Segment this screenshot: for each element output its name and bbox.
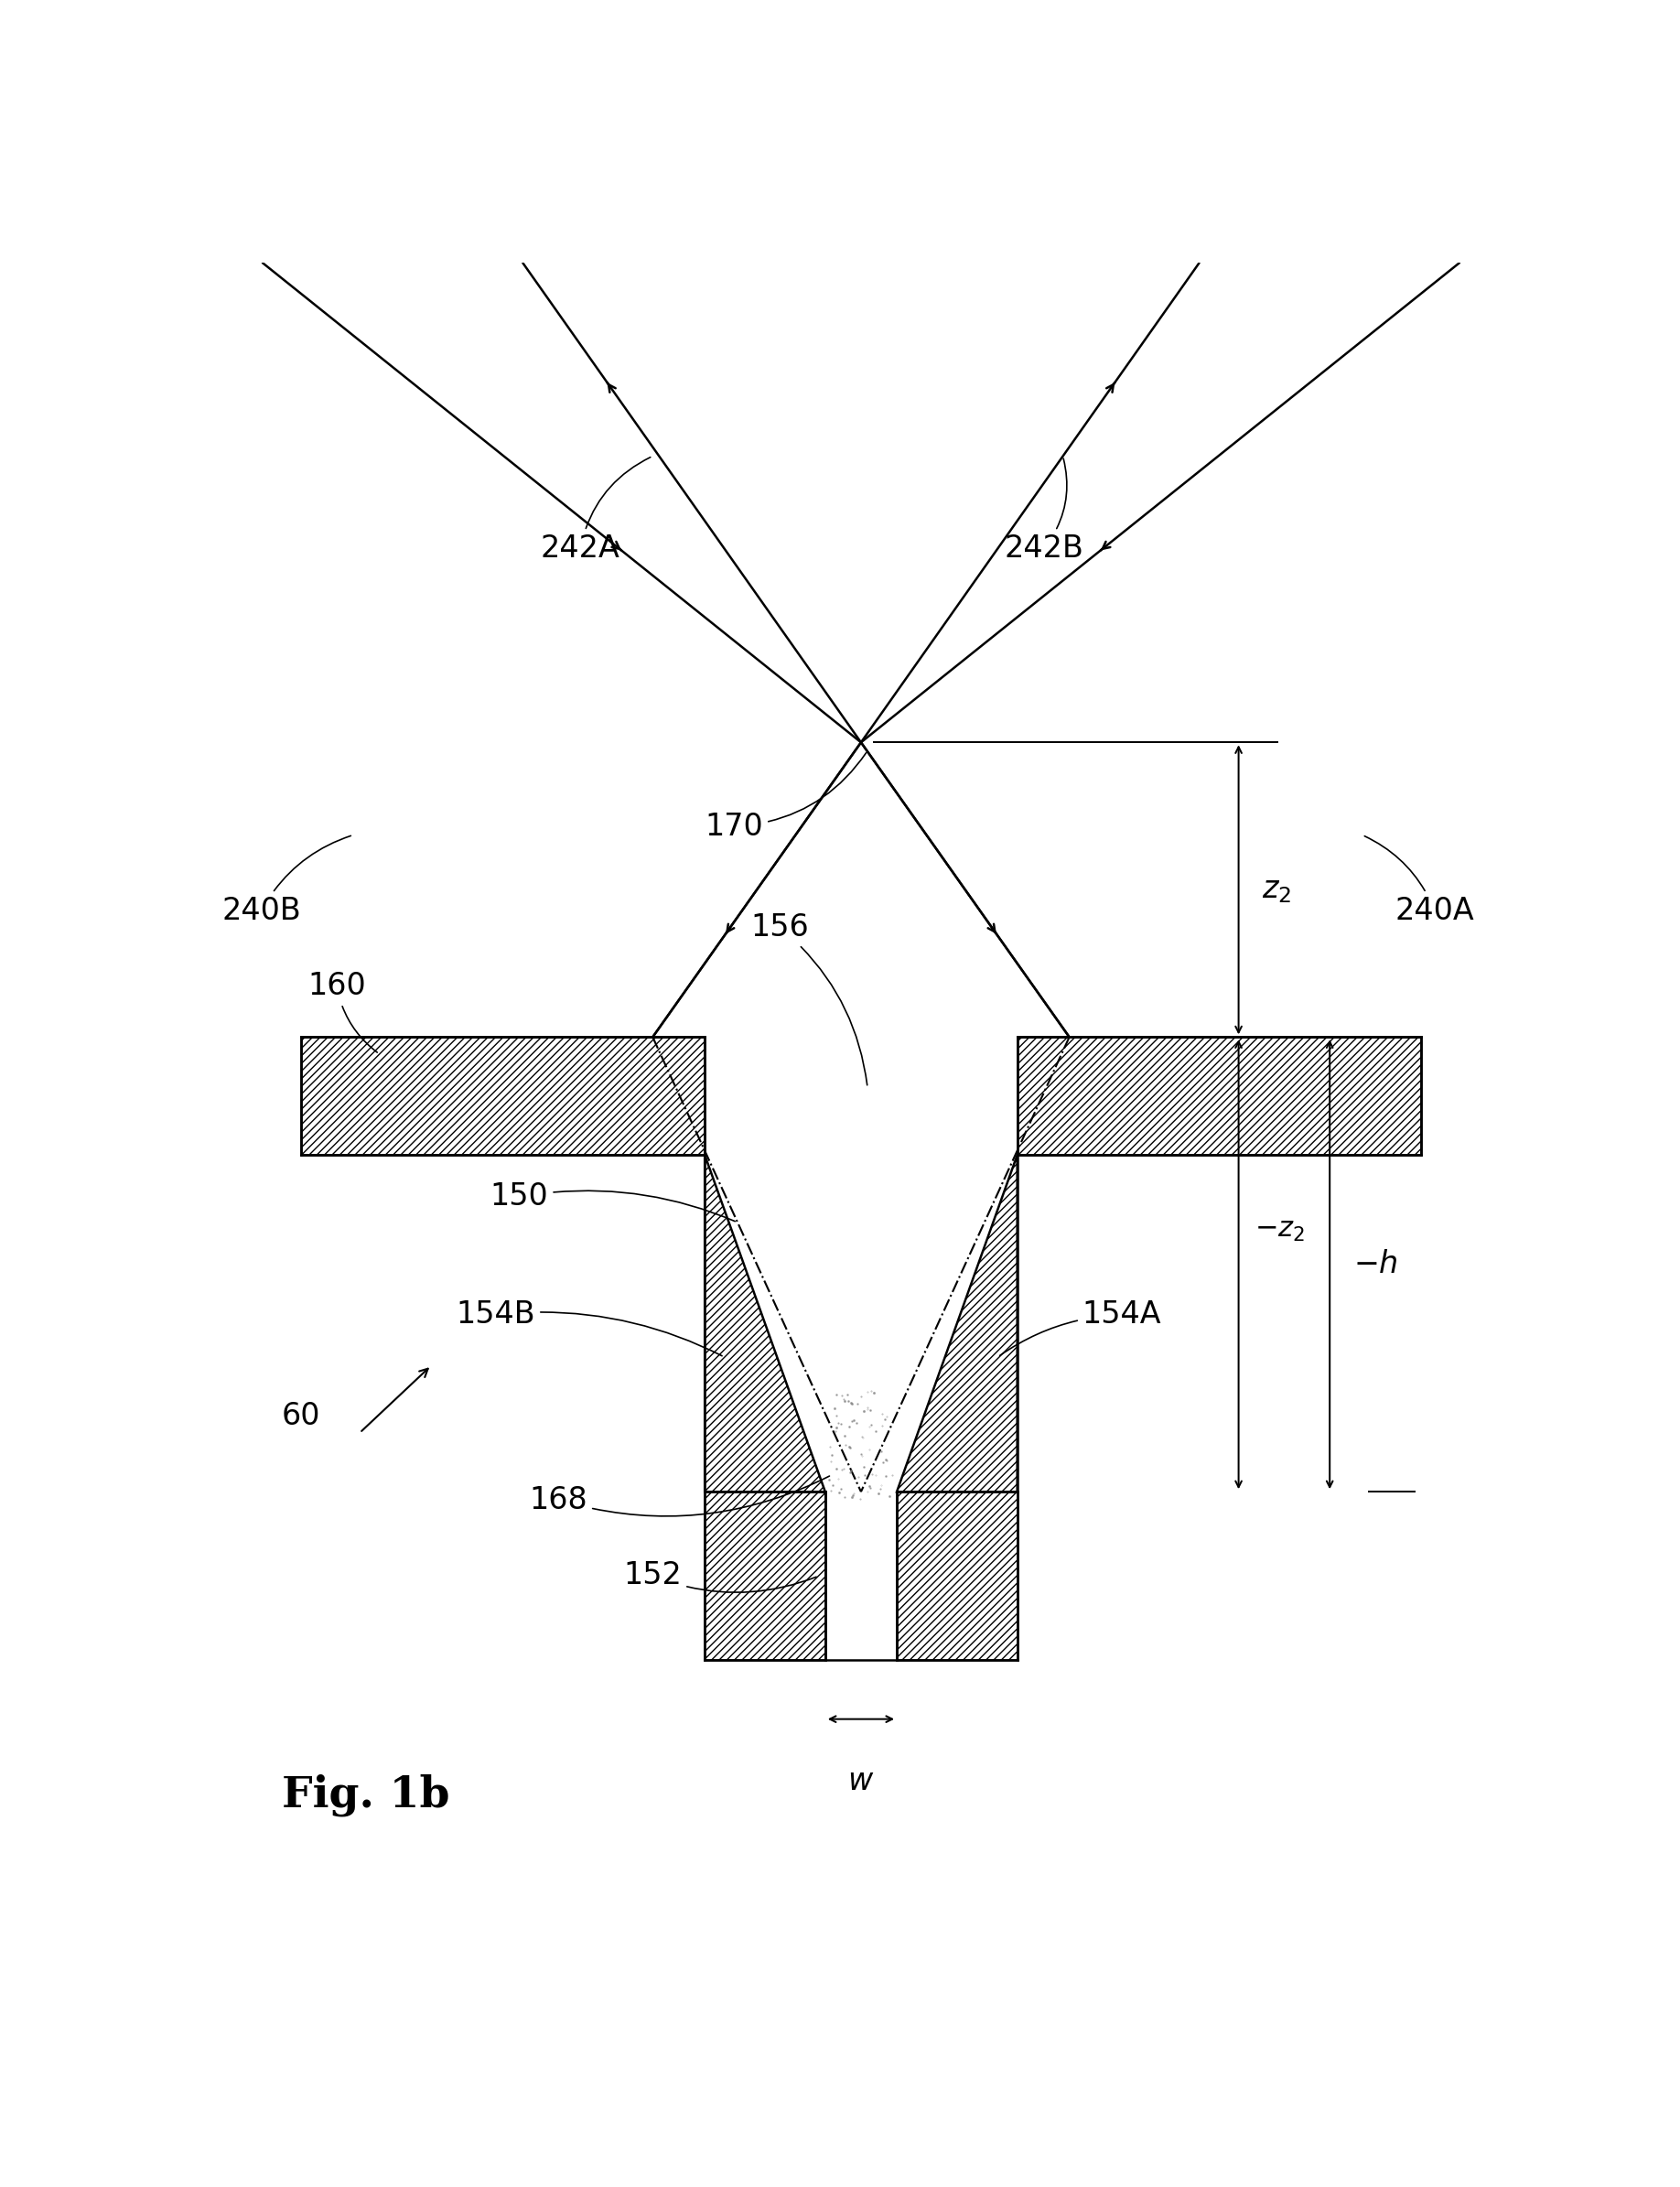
Text: 242A: 242A [541, 457, 650, 564]
Text: 154B: 154B [457, 1299, 722, 1356]
Text: 160: 160 [307, 971, 378, 1052]
Polygon shape [1018, 1037, 1421, 1155]
Text: 150: 150 [491, 1181, 734, 1220]
Polygon shape [301, 1037, 706, 1155]
Text: 156: 156 [751, 912, 867, 1085]
Text: 152: 152 [623, 1562, 816, 1592]
Text: $w$: $w$ [848, 1767, 874, 1796]
Text: 168: 168 [529, 1476, 830, 1516]
Polygon shape [897, 1492, 1018, 1660]
Text: 242B: 242B [1005, 459, 1084, 564]
Text: 240B: 240B [222, 835, 351, 925]
Text: 240A: 240A [1364, 835, 1473, 925]
Polygon shape [706, 1492, 825, 1660]
Polygon shape [706, 1155, 825, 1492]
Text: Fig. 1b: Fig. 1b [282, 1774, 450, 1815]
Text: $-z_2$: $-z_2$ [1255, 1218, 1305, 1244]
Text: $z_2$: $z_2$ [1262, 875, 1292, 905]
Text: 60: 60 [282, 1400, 321, 1430]
Text: 170: 170 [706, 752, 867, 842]
Polygon shape [897, 1155, 1018, 1492]
Text: 154A: 154A [1000, 1299, 1161, 1356]
Text: $-h$: $-h$ [1352, 1249, 1398, 1279]
